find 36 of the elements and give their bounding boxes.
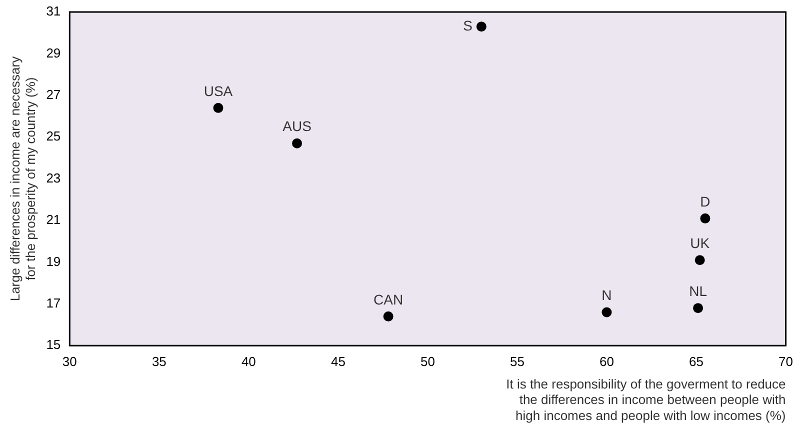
y-axis-title: Large differences in income are necessary for the prosperity of my country (%) — [7, 56, 38, 302]
y-tick-label: 31 — [46, 4, 61, 19]
x-tick-label: 45 — [330, 354, 346, 369]
annotation: N — [602, 287, 612, 304]
x-tick-label: 60 — [600, 354, 614, 369]
annotation: UK — [690, 234, 710, 251]
point — [383, 311, 394, 322]
x-axis-title: It is the responsibility of the goverment to reduce the differences in income between people with high incomes and people with low incomes (%) — [506, 376, 786, 423]
y-tick-label: 17 — [46, 295, 61, 310]
annotation: AUS — [282, 118, 312, 134]
point — [700, 213, 710, 224]
point — [476, 22, 486, 32]
x-tick-label: 50 — [420, 354, 435, 369]
point — [693, 303, 704, 314]
point — [602, 307, 612, 318]
x-tick-label: 70 — [778, 354, 794, 369]
annotation: D — [700, 193, 710, 210]
y-tick-label: 19 — [46, 254, 61, 269]
y-tick-label: 21 — [46, 212, 61, 228]
y-tick-label: 25 — [46, 128, 61, 144]
annotation: USA — [204, 82, 234, 99]
y-tick-label: 15 — [46, 337, 61, 352]
x-tick-label: 30 — [62, 354, 77, 369]
annotation: CAN — [374, 291, 404, 308]
annotation: NL — [689, 282, 708, 299]
y-tick-label: 27 — [46, 86, 61, 102]
x-tick-label: 40 — [241, 354, 256, 369]
point — [213, 102, 224, 113]
x-tick-label: 55 — [510, 354, 524, 369]
x-tick-label: 65 — [689, 354, 704, 369]
y-tick-label: 23 — [46, 170, 61, 186]
y-tick-label: 29 — [46, 45, 61, 60]
point — [292, 138, 302, 148]
annotation: S — [463, 17, 472, 34]
x-tick-label: 35 — [152, 354, 166, 369]
point — [694, 255, 705, 266]
